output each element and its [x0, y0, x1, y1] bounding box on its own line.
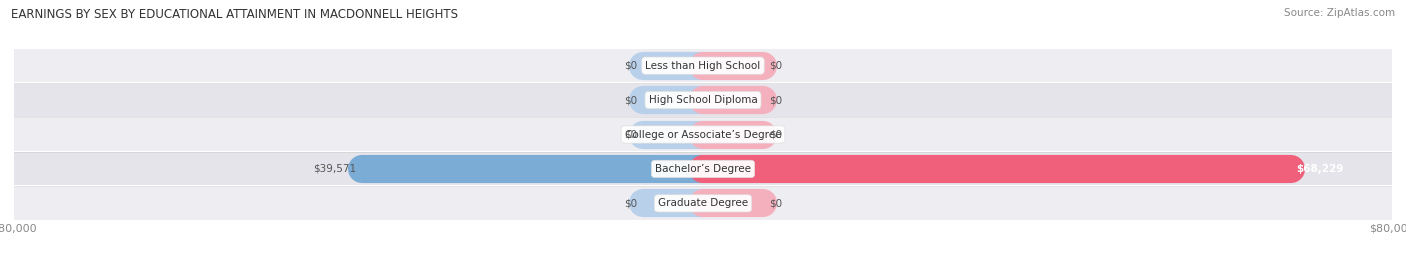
Text: Source: ZipAtlas.com: Source: ZipAtlas.com — [1284, 8, 1395, 18]
Text: $0: $0 — [624, 61, 637, 71]
Text: Less than High School: Less than High School — [645, 61, 761, 71]
Text: High School Diploma: High School Diploma — [648, 95, 758, 105]
Text: $0: $0 — [769, 198, 782, 208]
Text: $39,571: $39,571 — [314, 164, 357, 174]
Text: EARNINGS BY SEX BY EDUCATIONAL ATTAINMENT IN MACDONNELL HEIGHTS: EARNINGS BY SEX BY EDUCATIONAL ATTAINMEN… — [11, 8, 458, 21]
Bar — [14, 84, 1392, 116]
Text: $0: $0 — [769, 129, 782, 140]
Text: $0: $0 — [769, 95, 782, 105]
Text: $68,229: $68,229 — [1296, 164, 1344, 174]
Text: $0: $0 — [769, 61, 782, 71]
Text: $0: $0 — [624, 95, 637, 105]
Bar — [14, 49, 1392, 82]
Bar — [14, 118, 1392, 151]
Bar — [14, 187, 1392, 220]
Bar — [14, 153, 1392, 185]
Text: $0: $0 — [624, 198, 637, 208]
Text: Bachelor’s Degree: Bachelor’s Degree — [655, 164, 751, 174]
Text: Graduate Degree: Graduate Degree — [658, 198, 748, 208]
Text: College or Associate’s Degree: College or Associate’s Degree — [624, 129, 782, 140]
Text: $0: $0 — [624, 129, 637, 140]
